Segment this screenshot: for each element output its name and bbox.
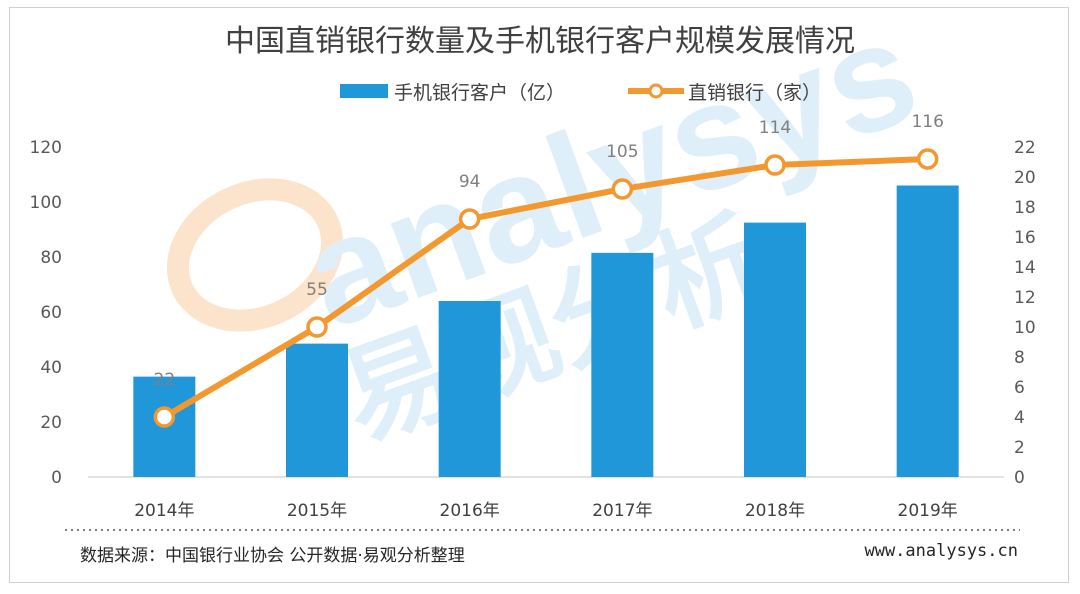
y-right-tick-label: 10 [1014, 318, 1036, 338]
line-data-label: 105 [606, 142, 638, 162]
bar-series [133, 185, 959, 477]
bar [744, 222, 806, 477]
y-left-tick-label: 60 [40, 303, 62, 323]
y-right-tick-label: 12 [1014, 288, 1036, 308]
y-axis-left: 0 20 40 60 80 100 120 [30, 138, 62, 488]
y-left-tick-label: 120 [30, 138, 62, 158]
chart-frame [9, 7, 1069, 583]
y-right-tick-label: 16 [1014, 228, 1036, 248]
website-url: www.analysys.cn [864, 541, 1018, 561]
bar [286, 343, 348, 477]
chart-title: 中国直销银行数量及手机银行客户规模发展情况 [225, 24, 855, 59]
legend-label-line: 直销银行（家） [688, 82, 821, 104]
legend-swatch-bar [340, 84, 388, 98]
y-right-tick-label: 22 [1014, 138, 1036, 158]
x-tick-label: 2019年 [898, 501, 958, 521]
x-tick-label: 2016年 [440, 501, 500, 521]
bar [896, 185, 959, 477]
y-right-tick-label: 2 [1014, 438, 1025, 458]
y-right-tick-label: 0 [1014, 468, 1025, 488]
y-right-tick-label: 20 [1014, 168, 1036, 188]
y-left-tick-label: 80 [40, 248, 62, 268]
line-point [153, 406, 176, 428]
line-series [153, 148, 939, 428]
x-tick-label: 2017年 [592, 501, 652, 521]
line-data-label: 55 [306, 280, 328, 300]
legend: 手机银行客户（亿） 直销银行（家） [340, 82, 821, 104]
line-point [458, 208, 481, 230]
y-right-tick-label: 8 [1014, 348, 1025, 368]
y-axis-right: 0 2 4 6 8 10 12 14 16 18 20 22 [1014, 138, 1036, 488]
watermark-logo: analysys 易观分析 [166, 0, 937, 464]
series-line [162, 156, 928, 420]
y-left-tick-label: 0 [51, 468, 62, 488]
line-point [916, 148, 939, 170]
x-tick-label: 2015年 [287, 501, 347, 521]
line-data-label: 114 [759, 118, 791, 138]
y-right-tick-label: 6 [1014, 378, 1025, 398]
line-data-label: 22 [154, 370, 176, 390]
y-right-tick-label: 4 [1014, 408, 1025, 428]
line-data-labels: 22 55 94 105 114 116 [154, 112, 944, 390]
x-tick-label: 2018年 [745, 501, 805, 521]
bar [591, 252, 654, 477]
line-point [611, 178, 634, 200]
legend-swatch-marker [648, 83, 664, 99]
legend-label-bar: 手机银行客户（亿） [394, 82, 565, 104]
y-right-tick-label: 14 [1014, 258, 1036, 278]
x-tick-label: 2014年 [134, 501, 194, 521]
y-left-tick-label: 20 [40, 413, 62, 433]
x-axis: 2014年 2015年 2016年 2017年 2018年 2019年 [134, 501, 958, 521]
source-note: 数据来源：中国银行业协会 公开数据·易观分析整理 [80, 546, 465, 566]
y-left-tick-label: 100 [30, 193, 62, 213]
line-data-label: 94 [459, 172, 481, 192]
line-point [764, 154, 786, 176]
line-data-label: 116 [911, 112, 943, 132]
y-right-tick-label: 18 [1014, 198, 1036, 218]
bar [438, 301, 501, 477]
line-point [306, 316, 328, 338]
y-left-tick-label: 40 [40, 358, 62, 378]
